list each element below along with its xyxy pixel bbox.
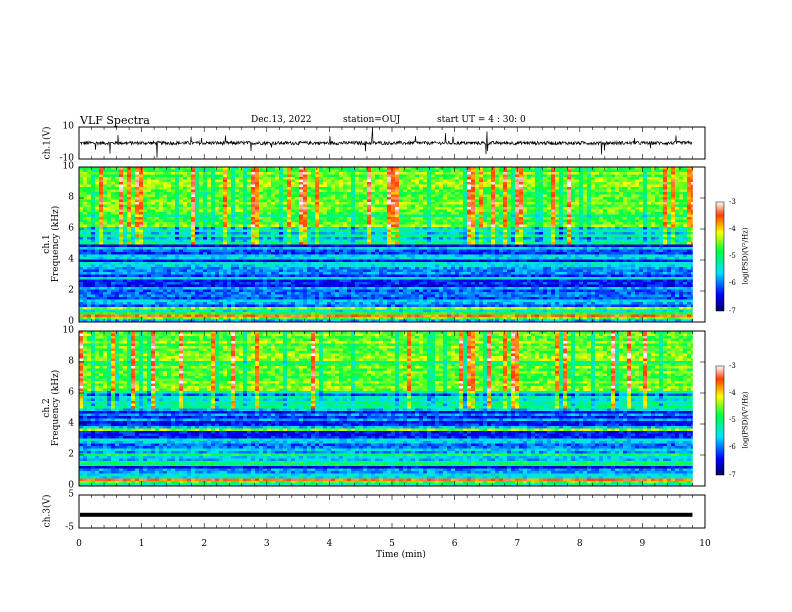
start-ut-label: start UT = 4 : 30: 0 <box>437 115 526 125</box>
colorbar-tick-label: -5 <box>729 416 736 424</box>
ch2-spectrogram-plot <box>79 331 705 487</box>
ch1-colorbar-label: log(PSD)(V²/Hz) <box>741 227 750 285</box>
ch2-colorbar <box>715 365 725 476</box>
y-tick-label: 8 <box>68 356 74 367</box>
y-tick-label: 2 <box>68 449 74 460</box>
y-tick-label: 4 <box>68 418 74 429</box>
colorbar-tick-label: -5 <box>729 252 736 260</box>
y-tick-label: 6 <box>68 223 74 234</box>
y-tick-label: 10 <box>62 161 74 172</box>
x-tick-label: 2 <box>201 539 208 549</box>
ch2-spectrogram-ylabel: ch.2 Frequency (kHz) <box>42 369 61 447</box>
x-tick-label: 4 <box>326 539 333 549</box>
y-tick-label: -5 <box>65 522 74 533</box>
ch3-waveform-trace <box>80 512 693 517</box>
x-tick-label: 10 <box>699 539 711 549</box>
date-label: Dec.13, 2022 <box>251 115 312 125</box>
station-label: station=OUJ <box>343 115 401 125</box>
ch1-spectrogram-plot <box>79 167 705 323</box>
y-tick-label: 6 <box>68 387 74 398</box>
colorbar-tick-label: -6 <box>729 443 736 452</box>
y-tick-label: 5 <box>68 489 74 500</box>
y-tick-label: 4 <box>68 254 74 265</box>
y-tick-label: 10 <box>62 325 74 336</box>
axis-ticks <box>78 126 706 529</box>
ch1-spectrogram-ylabel: ch.1 Frequency (kHz) <box>42 205 61 283</box>
ch3-waveform-ylabel: ch.3(V) <box>42 494 53 528</box>
x-tick-label: 1 <box>138 539 145 549</box>
y-tick-label: 2 <box>68 285 74 296</box>
ch1-colorbar <box>715 201 725 312</box>
figure-title: VLF Spectra <box>80 114 150 127</box>
colorbar-tick-label: -4 <box>729 224 736 233</box>
colorbar-tick-label: -4 <box>729 388 736 397</box>
x-tick-label: 9 <box>639 539 646 549</box>
x-axis-label: Time (min) <box>376 550 426 560</box>
y-tick-label: 0 <box>68 316 74 327</box>
ch2-colorbar-label: log(PSD)(V²/Hz) <box>741 391 750 449</box>
colorbar-tick-label: -3 <box>729 361 736 370</box>
colorbar-tick-label: -7 <box>729 470 736 479</box>
y-tick-label: 0 <box>68 480 74 491</box>
x-tick-label: 7 <box>514 539 521 549</box>
x-tick-label: 3 <box>263 539 270 549</box>
x-tick-label: 5 <box>389 539 395 549</box>
colorbar-tick-label: -7 <box>729 306 736 315</box>
x-tick-label: 0 <box>76 539 82 549</box>
ch1-waveform-plot <box>80 127 693 158</box>
ch1-waveform-trace <box>80 127 693 158</box>
y-tick-label: 8 <box>68 192 74 203</box>
x-tick-label: 6 <box>451 539 458 549</box>
x-tick-label: 8 <box>576 539 583 549</box>
colorbar-tick-label: -6 <box>729 279 736 288</box>
y-tick-label: -10 <box>59 153 75 164</box>
y-tick-label: 10 <box>62 121 74 132</box>
ch1-waveform-ylabel: ch.1(V) <box>42 126 53 160</box>
ch3-waveform-plot <box>80 512 693 517</box>
colorbar-tick-label: -3 <box>729 197 736 206</box>
